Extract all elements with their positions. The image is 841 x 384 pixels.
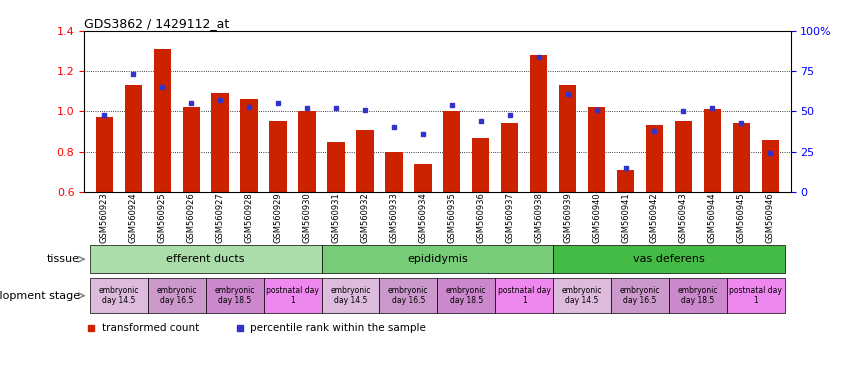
Text: embryonic
day 18.5: embryonic day 18.5 (446, 286, 487, 305)
Text: tissue: tissue (47, 254, 80, 264)
Text: GSM560946: GSM560946 (766, 192, 775, 243)
Text: GSM560943: GSM560943 (679, 192, 688, 243)
Text: epididymis: epididymis (407, 254, 468, 264)
Bar (553, 278, 611, 313)
Bar (206, 278, 263, 313)
Bar (495, 278, 553, 313)
Bar (559, 85, 576, 192)
Bar (96, 118, 113, 192)
Text: GSM560942: GSM560942 (650, 192, 659, 243)
Bar (611, 278, 669, 313)
Bar (674, 121, 692, 192)
Text: GSM560938: GSM560938 (534, 192, 543, 243)
Text: development stage: development stage (0, 291, 80, 301)
Text: GSM560924: GSM560924 (129, 192, 138, 243)
Text: GSM560945: GSM560945 (737, 192, 746, 243)
Bar (321, 278, 379, 313)
Bar (182, 107, 200, 192)
Text: embryonic
day 14.5: embryonic day 14.5 (562, 286, 602, 305)
Bar (299, 111, 315, 192)
Bar (704, 109, 721, 192)
Text: GSM560926: GSM560926 (187, 192, 196, 243)
Bar (443, 111, 461, 192)
Text: GSM560928: GSM560928 (245, 192, 254, 243)
Bar (357, 129, 373, 192)
Text: transformed count: transformed count (102, 323, 199, 333)
Bar (501, 124, 518, 192)
Bar (669, 278, 727, 313)
Text: GSM560940: GSM560940 (592, 192, 601, 243)
Bar (90, 278, 148, 313)
Text: GSM560931: GSM560931 (331, 192, 341, 243)
Bar (553, 245, 785, 273)
Bar (646, 126, 664, 192)
Bar (616, 170, 634, 192)
Text: GSM560939: GSM560939 (563, 192, 572, 243)
Text: postnatal day
1: postnatal day 1 (729, 286, 782, 305)
Text: GSM560929: GSM560929 (273, 192, 283, 243)
Text: GSM560933: GSM560933 (389, 192, 399, 243)
Bar (269, 121, 287, 192)
Text: GSM560936: GSM560936 (476, 192, 485, 243)
Text: vas deferens: vas deferens (633, 254, 705, 264)
Text: postnatal day
1: postnatal day 1 (266, 286, 319, 305)
Text: GSM560932: GSM560932 (361, 192, 369, 243)
Bar (154, 49, 171, 192)
Text: GSM560944: GSM560944 (708, 192, 717, 243)
Text: embryonic
day 18.5: embryonic day 18.5 (678, 286, 718, 305)
Bar (727, 278, 785, 313)
Text: GDS3862 / 1429112_at: GDS3862 / 1429112_at (84, 17, 230, 30)
Bar (437, 278, 495, 313)
Bar (263, 278, 321, 313)
Text: GSM560927: GSM560927 (215, 192, 225, 243)
Bar (385, 152, 403, 192)
Text: embryonic
day 16.5: embryonic day 16.5 (620, 286, 660, 305)
Bar (124, 85, 142, 192)
Bar (241, 99, 258, 192)
Bar (762, 140, 779, 192)
Bar (90, 245, 321, 273)
Bar (530, 55, 547, 192)
Text: embryonic
day 14.5: embryonic day 14.5 (331, 286, 371, 305)
Bar (588, 107, 606, 192)
Bar (414, 164, 431, 192)
Bar (327, 142, 345, 192)
Bar (211, 93, 229, 192)
Bar (321, 245, 553, 273)
Text: embryonic
day 16.5: embryonic day 16.5 (156, 286, 197, 305)
Text: percentile rank within the sample: percentile rank within the sample (250, 323, 426, 333)
Bar (472, 137, 489, 192)
Bar (733, 124, 750, 192)
Text: embryonic
day 18.5: embryonic day 18.5 (214, 286, 255, 305)
Text: embryonic
day 16.5: embryonic day 16.5 (388, 286, 429, 305)
Text: GSM560935: GSM560935 (447, 192, 457, 243)
Text: GSM560923: GSM560923 (100, 192, 108, 243)
Bar (379, 278, 437, 313)
Text: efferent ducts: efferent ducts (167, 254, 245, 264)
Text: embryonic
day 14.5: embryonic day 14.5 (98, 286, 139, 305)
Text: GSM560925: GSM560925 (158, 192, 167, 243)
Text: postnatal day
1: postnatal day 1 (498, 286, 551, 305)
Text: GSM560937: GSM560937 (505, 192, 514, 243)
Text: GSM560934: GSM560934 (418, 192, 427, 243)
Bar (148, 278, 206, 313)
Text: GSM560941: GSM560941 (621, 192, 630, 243)
Text: GSM560930: GSM560930 (303, 192, 311, 243)
